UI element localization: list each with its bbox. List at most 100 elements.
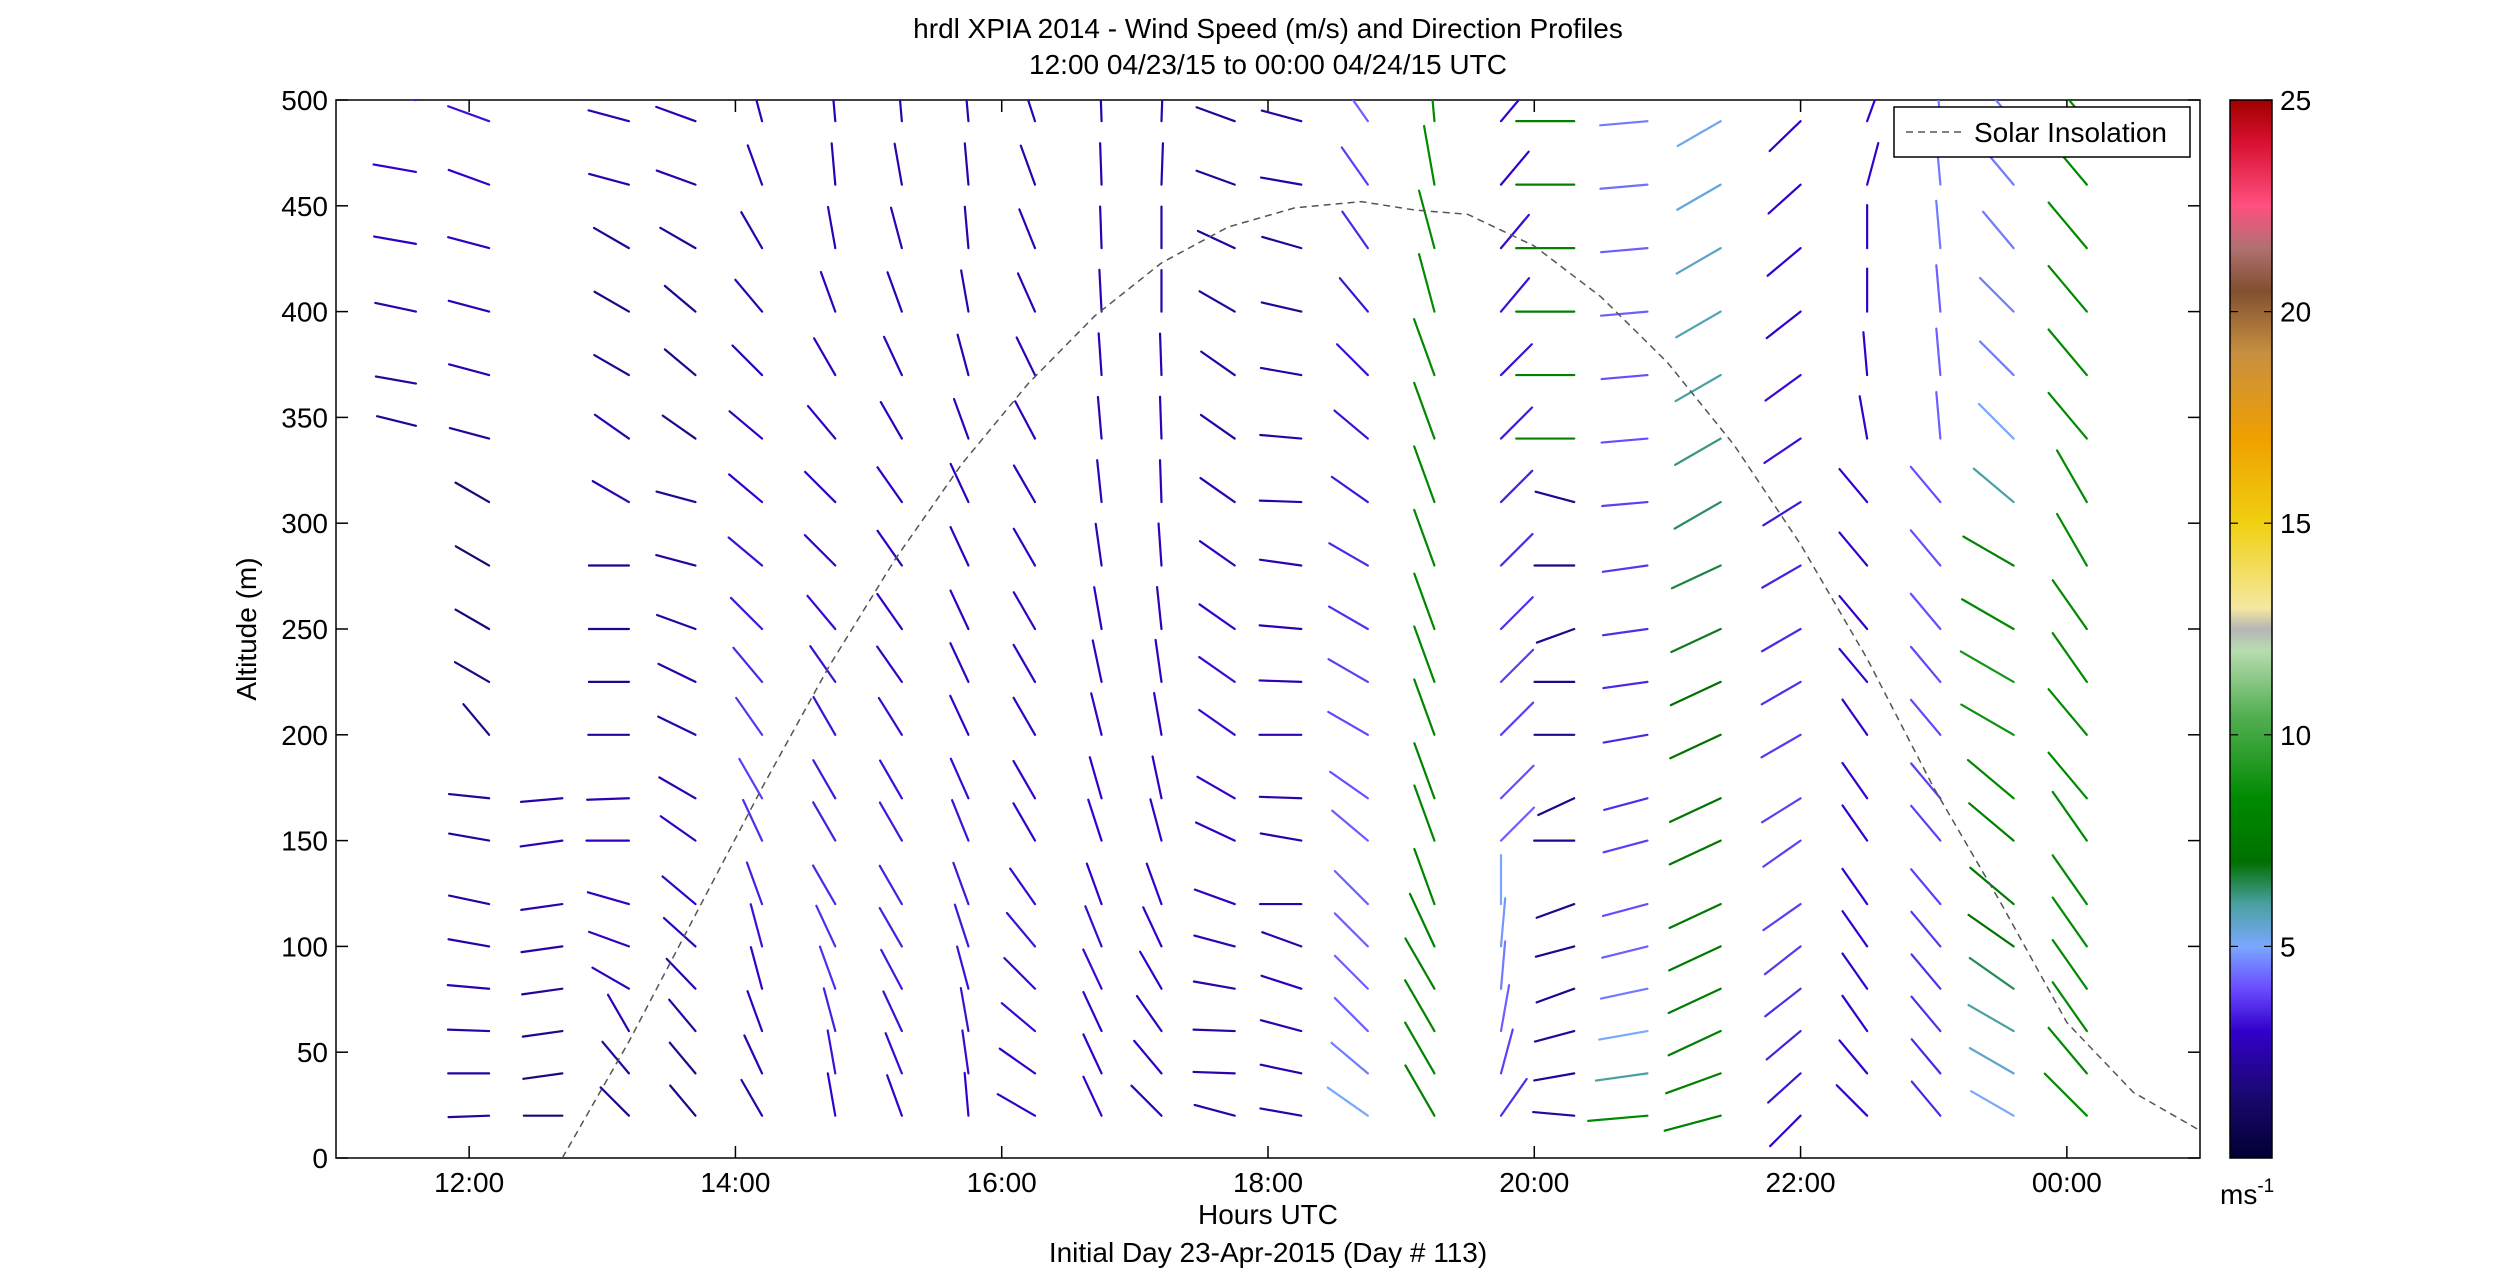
wind-vector	[1096, 395, 1103, 440]
wind-vector	[1130, 1084, 1163, 1117]
wind-vector	[1663, 1114, 1722, 1132]
wind-vector	[1978, 276, 2015, 313]
wind-vector	[448, 894, 491, 906]
wind-vector	[1196, 775, 1236, 800]
chart-subtitle: 12:00 04/23/15 to 00:00 04/24/15 UTC	[1029, 49, 1507, 80]
wind-vector	[655, 169, 697, 186]
wind-vector	[1665, 1072, 1722, 1095]
wind-vector	[587, 109, 631, 123]
wind-vector	[1157, 522, 1163, 567]
wind-vector	[1412, 318, 1436, 377]
wind-vector	[1404, 937, 1436, 990]
wind-vector	[519, 839, 564, 848]
wind-vector	[949, 525, 970, 567]
wind-vector	[2051, 981, 2088, 1033]
wind-vector	[1260, 974, 1303, 990]
wind-vector	[1601, 500, 1649, 508]
wind-vector	[2047, 391, 2088, 440]
wind-vector	[1133, 1039, 1163, 1075]
wind-vector	[1258, 795, 1303, 800]
wind-vector	[1909, 645, 1942, 684]
wind-vector	[655, 490, 697, 504]
wind-vector	[1668, 839, 1722, 866]
wind-vector	[1667, 1029, 1722, 1057]
wind-vector	[819, 270, 837, 313]
wind-vector	[1099, 205, 1103, 250]
wind-vector	[1422, 124, 1436, 186]
wind-vector	[879, 401, 903, 440]
x-tick-label: 20:00	[1499, 1167, 1569, 1198]
wind-vector	[1327, 710, 1369, 736]
wind-vector	[1675, 310, 1722, 339]
wind-vector	[1838, 531, 1869, 567]
wind-vector	[956, 945, 970, 990]
wind-vector	[1333, 996, 1369, 1033]
wind-vector	[1766, 247, 1802, 277]
wind-vector	[1499, 897, 1507, 948]
wind-vector	[586, 891, 631, 906]
wind-vector	[1499, 984, 1511, 1033]
wind-vector	[882, 335, 903, 377]
wind-vector	[663, 284, 697, 313]
colorbar-tick-label: 10	[2280, 720, 2311, 751]
wind-vector	[2051, 579, 2088, 631]
wind-vector	[1097, 332, 1103, 377]
wind-vector	[830, 142, 837, 186]
wind-vector	[1669, 733, 1722, 760]
wind-vector	[447, 105, 491, 123]
wind-vector	[1910, 1080, 1942, 1117]
wind-vector	[876, 592, 903, 631]
x-tick-label: 12:00	[434, 1167, 504, 1198]
wind-vector	[1199, 476, 1236, 504]
wind-vector	[826, 1072, 837, 1117]
wind-vector	[1333, 954, 1369, 990]
wind-vector	[1601, 902, 1649, 918]
wind-vector	[448, 832, 491, 842]
wind-vector	[1085, 862, 1103, 906]
wind-vector	[878, 907, 903, 948]
wind-vector	[811, 864, 837, 906]
wind-vector	[745, 861, 764, 906]
wind-vector	[1499, 1077, 1528, 1117]
wind-vector	[878, 864, 903, 906]
wind-vector	[1862, 331, 1869, 377]
wind-vector	[1533, 1029, 1576, 1043]
wind-vector	[1160, 100, 1164, 123]
wind-vector	[755, 100, 764, 123]
wind-vector	[448, 426, 491, 440]
wind-vector	[727, 536, 764, 567]
wind-vector	[1841, 952, 1869, 990]
wind-vector	[447, 299, 491, 313]
wind-vector	[740, 211, 764, 250]
wind-vector	[749, 946, 764, 990]
wind-vector	[1194, 821, 1236, 842]
wind-vector	[447, 363, 491, 377]
wind-vector	[2047, 751, 2088, 800]
wind-vector	[1765, 310, 1802, 340]
wind-vector	[878, 801, 903, 842]
wind-vector	[1258, 624, 1303, 631]
wind-vector	[1014, 400, 1037, 440]
wind-vector	[815, 904, 837, 948]
y-tick-label: 0	[312, 1143, 328, 1174]
wind-vector	[669, 1084, 697, 1117]
wind-vector	[1970, 1090, 2015, 1117]
wind-vector	[601, 1040, 631, 1075]
x-axis-label-day: Initial Day 23-Apr-2015 (Day # 113)	[1049, 1237, 1487, 1268]
wind-vector	[1599, 310, 1649, 317]
wind-vector	[1408, 892, 1436, 948]
wind-vector	[1259, 176, 1303, 186]
wind-vector	[1499, 277, 1531, 313]
wind-vector	[586, 797, 631, 801]
wind-vector	[1532, 1110, 1576, 1117]
wind-vector	[961, 1029, 970, 1075]
wind-vector	[1258, 499, 1303, 504]
wind-vector	[1935, 391, 1942, 440]
wind-vector	[1091, 639, 1103, 684]
wind-vector	[1841, 761, 1869, 800]
wind-vector	[1026, 100, 1037, 123]
wind-vector	[1600, 437, 1649, 444]
wind-vector	[1096, 459, 1103, 504]
wind-vector	[812, 695, 837, 736]
wind-vector	[1499, 406, 1534, 440]
